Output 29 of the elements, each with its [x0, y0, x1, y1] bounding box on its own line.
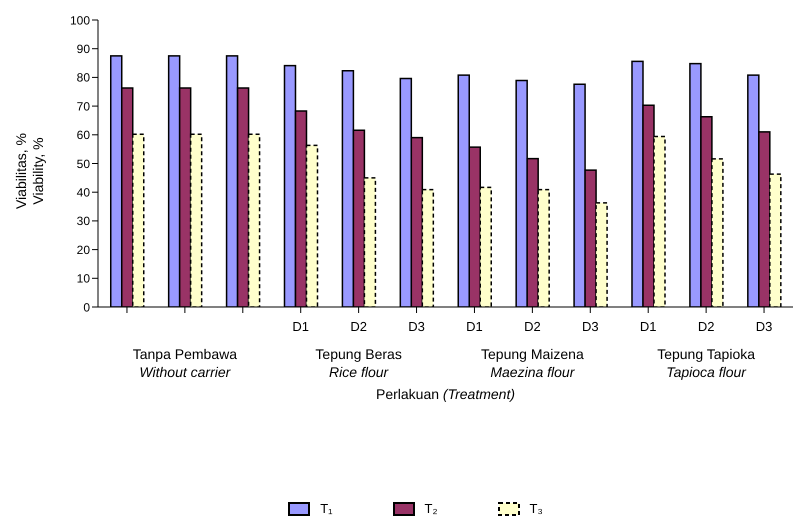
y-tick-label: 60: [76, 128, 90, 142]
y-tick-label: 90: [76, 42, 90, 56]
x-tick-label: D2: [350, 319, 367, 334]
x-tick-label: D1: [292, 319, 310, 334]
text: Tanpa Pembawa Without carrier: [132, 346, 238, 380]
x-tick-label: D2: [524, 319, 541, 334]
x-tick-label: D3: [408, 319, 425, 334]
y-tick-label: 70: [76, 99, 90, 114]
legend-label: T₁: [320, 501, 333, 516]
y-tick-label: 20: [76, 242, 90, 257]
y-tick-label: 40: [76, 185, 90, 200]
y-tick-label: 10: [76, 272, 90, 286]
x-tick-label: D3: [582, 319, 599, 334]
y-tick-label: 50: [76, 156, 90, 171]
x-tick-label: D1: [466, 319, 483, 334]
text: Tepung Maizena Maezina flour: [481, 346, 584, 380]
x-tick-label: D3: [756, 319, 772, 334]
text: Tepung Tapioka Tapioca flour: [657, 346, 756, 380]
legend-label: T₃: [530, 501, 543, 516]
x-tick-label: D2: [698, 319, 714, 334]
y-tick-label: 100: [70, 13, 90, 28]
x-tick-label: D1: [640, 319, 657, 334]
y-axis-title: Viabilitas, % Viability, %: [13, 132, 47, 210]
x-axis-title: Perlakuan (Treatment): [376, 386, 516, 402]
y-tick-label: 0: [83, 300, 90, 314]
legend-label: T₂: [424, 501, 438, 516]
y-tick-label: 80: [76, 70, 90, 85]
text: Tepung Beras Rice flour: [315, 346, 402, 380]
y-tick-label: 30: [76, 214, 90, 228]
